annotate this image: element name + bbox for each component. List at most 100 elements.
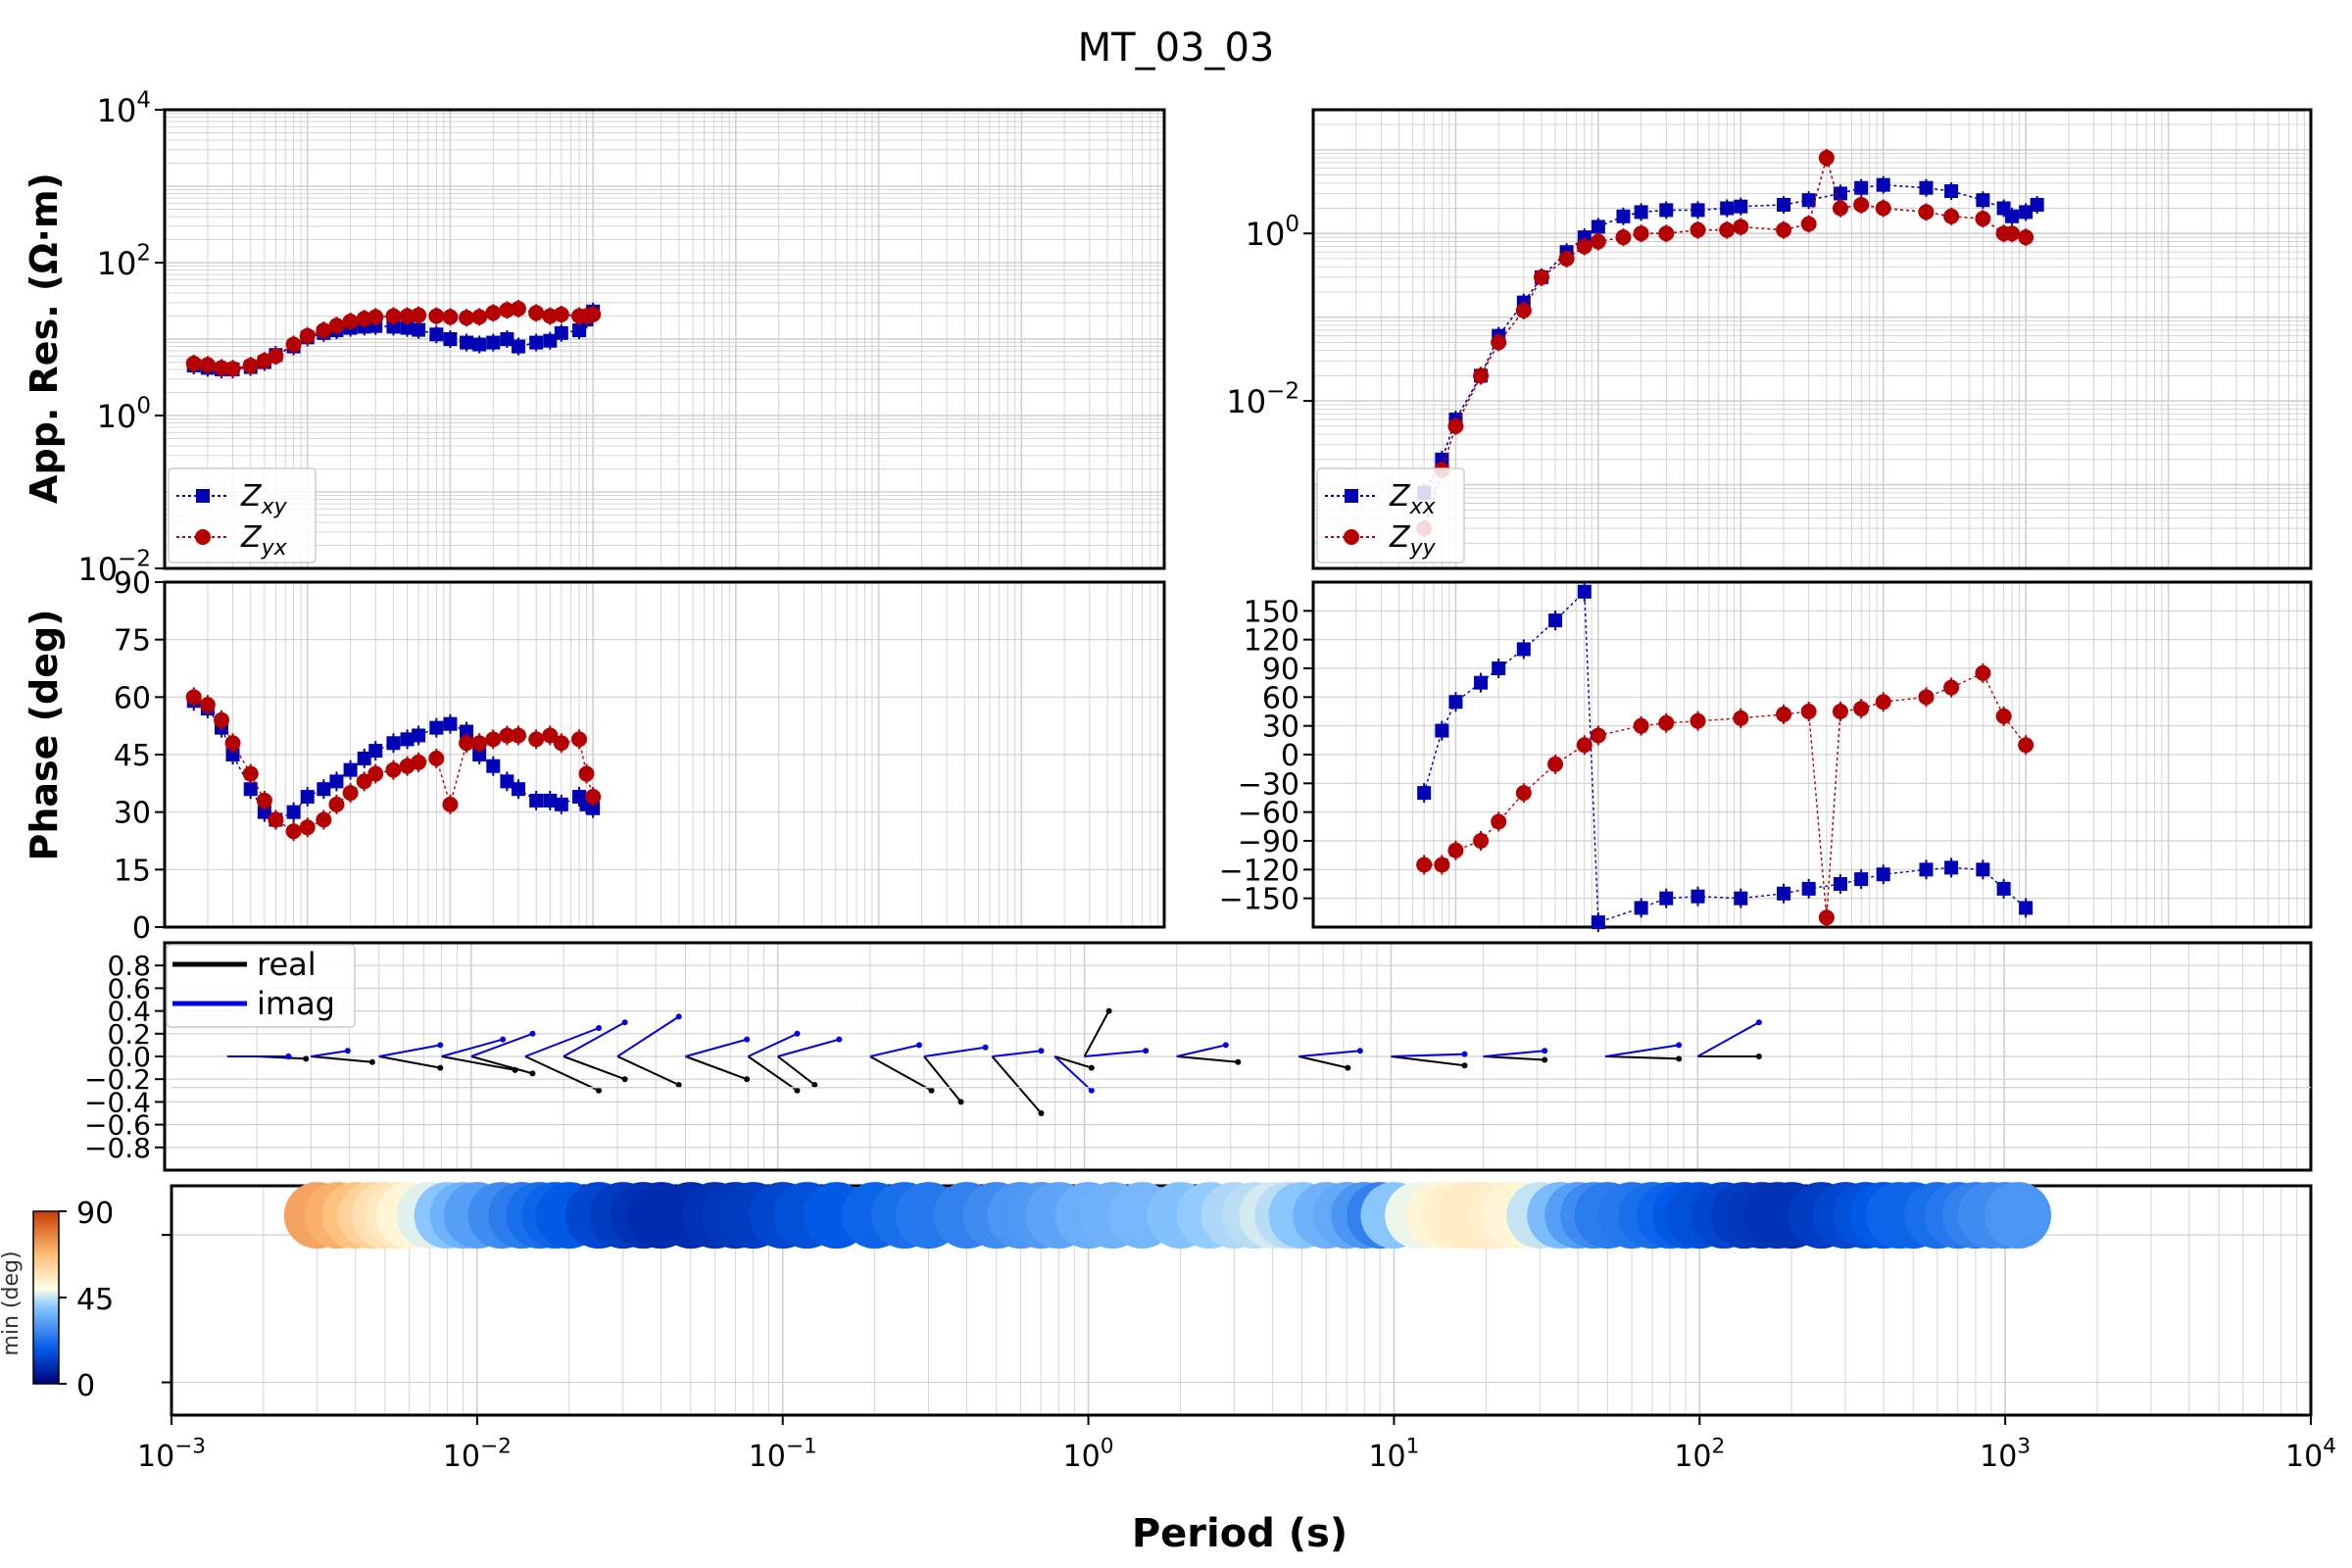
phase_diag-point-Z_yy [1943, 679, 1960, 696]
res_diag-series-line-Z_xx [1423, 183, 2038, 494]
phase_diag-point-Z_yy [1875, 694, 1891, 710]
res_diag-point-Z_xx [1659, 203, 1674, 218]
res_main-point-Z_xy [386, 319, 401, 334]
phase_diag-point-Z_yy [1547, 756, 1564, 772]
res_main-ytick-label: 100 [97, 394, 151, 435]
res_diag-point-Z_yy [1943, 208, 1960, 224]
res_main-point-Z_xy [543, 333, 558, 348]
phase_diag-ytick-label: 90 [1262, 653, 1299, 687]
phase_diag-point-Z_xx [2019, 901, 2034, 915]
phase_main-point-Z_xy [412, 728, 426, 743]
phase_diag-point-Z_yy [1800, 704, 1817, 719]
res_diag-point-Z_yy [1533, 269, 1549, 285]
phase_diag-point-Z_xx [1548, 613, 1563, 628]
phase_main-axes: 0 15 30 45 60 75 90 [114, 566, 1166, 946]
tipper-vector-imag [1298, 1050, 1360, 1057]
phase_main-point-Z_yx [285, 823, 302, 840]
tipper-vector-real [991, 1055, 1043, 1114]
phase_diag-point-Z_yy [1853, 701, 1870, 717]
tipper-arrowhead-real [928, 1087, 935, 1094]
phase_main-point-Z_yx [471, 735, 488, 752]
phase_diag-point-Z_xx [1591, 915, 1605, 930]
res_main-point-Z_yx [385, 308, 402, 324]
x-axis-label: Period (s) [1132, 1511, 1348, 1556]
phase_main-point-Z_yx [342, 785, 359, 802]
tipper-arrowhead-imag [1038, 1048, 1045, 1054]
tipper-vector-real [441, 1055, 515, 1071]
tipper-arrowhead-imag [1461, 1051, 1468, 1057]
tipper-vector-imag [470, 1032, 533, 1057]
tipper-arrowhead-imag [437, 1042, 444, 1049]
res_main-point-Z_xy [460, 335, 474, 350]
res_diag-point-Z_xx [1919, 180, 1934, 195]
phase_diag-point-Z_xx [1854, 872, 1869, 887]
res_diag-point-Z_xx [1876, 177, 1890, 192]
res_main-point-Z_yx [199, 357, 216, 373]
res_diag-point-Z_xx [1833, 186, 1847, 201]
res_diag-point-Z_yy [1558, 250, 1575, 267]
phase_diag-ytick-label: −90 [1238, 825, 1299, 859]
phase_main-point-Z_yx [428, 750, 445, 766]
phase_main-point-Z_xy [543, 793, 558, 808]
phase_diag-point-Z_yy [1447, 842, 1464, 858]
phase_main-point-Z_yx [185, 689, 202, 706]
phase_diag-point-Z_yy [1690, 712, 1706, 729]
phase_diag-point-Z_xx [1448, 695, 1463, 710]
phase_diag-point-Z_xx [1801, 881, 1816, 896]
colorbar: 0 45 90 [32, 1197, 114, 1403]
res_main-point-Z_xy [486, 335, 501, 350]
legend-res-diag-marker [1345, 489, 1358, 503]
legend-res-diag-label: Zyy [1389, 520, 1437, 561]
res_main-point-Z_yx [585, 306, 602, 322]
phase_diag-ytick-label: 30 [1262, 710, 1299, 745]
tipper-arrowhead-real [811, 1082, 818, 1088]
tipper-vector-real [1083, 1010, 1110, 1057]
phase_main-point-Z_yx [256, 792, 272, 808]
tipper-arrowhead-real [1038, 1110, 1045, 1116]
legend-tipper-label: real [257, 946, 317, 983]
tipper-arrowhead-imag [285, 1054, 292, 1059]
phase_main-point-Z_xy [343, 762, 358, 777]
tipper-arrowhead-real [675, 1082, 682, 1088]
res_diag-point-Z_yy [1590, 233, 1606, 250]
tipper-arrowhead-imag [621, 1019, 628, 1026]
tipper-vector-real [923, 1055, 962, 1103]
phase_main-point-Z_yx [571, 731, 588, 748]
phase_main-point-Z_xy [472, 748, 487, 761]
tipper-arrowhead-imag [836, 1036, 843, 1043]
legend-res-diag-marker [1344, 529, 1359, 545]
res_main-point-Z_xy [554, 325, 568, 340]
phase_main-point-Z_yx [356, 773, 372, 790]
tipper-ytick-label: −0.8 [84, 1132, 151, 1164]
res_main-ytick-label: 102 [97, 241, 151, 282]
tipper-ytick-label: −0.6 [84, 1109, 151, 1142]
phase_main-point-Z_xy [300, 790, 315, 805]
tipper-arrowhead-imag [675, 1013, 682, 1020]
res_main-point-Z_xy [500, 332, 514, 346]
tipper-vector-imag [1483, 1050, 1545, 1057]
tipper-arrowhead-imag [915, 1042, 922, 1049]
res_diag-point-Z_yy [1733, 219, 1749, 235]
phase_diag-point-Z_yy [1434, 857, 1450, 873]
tipper-arrowhead-real [1235, 1058, 1242, 1065]
phase_main-point-Z_xy [357, 751, 371, 765]
phase_diag-point-Z_xx [1577, 584, 1592, 599]
phase_diag-point-Z_xx [1996, 881, 2011, 896]
phase_diag-point-Z_xx [1417, 786, 1432, 801]
x-tick-label: 104 [2285, 1435, 2336, 1475]
res_main-point-Z_yx [268, 348, 284, 365]
res_diag-point-Z_yy [1690, 221, 1706, 238]
tipper-vector-real [524, 1055, 600, 1092]
tipper-arrowhead-real [1676, 1055, 1683, 1062]
x-tick-label: 10−2 [443, 1435, 512, 1475]
phase_diag-point-Z_xx [1474, 675, 1489, 690]
phase_main-ytick-label: 60 [114, 681, 151, 715]
phase_main-point-Z_xy [529, 793, 544, 808]
res_main-point-Z_yx [224, 361, 241, 377]
